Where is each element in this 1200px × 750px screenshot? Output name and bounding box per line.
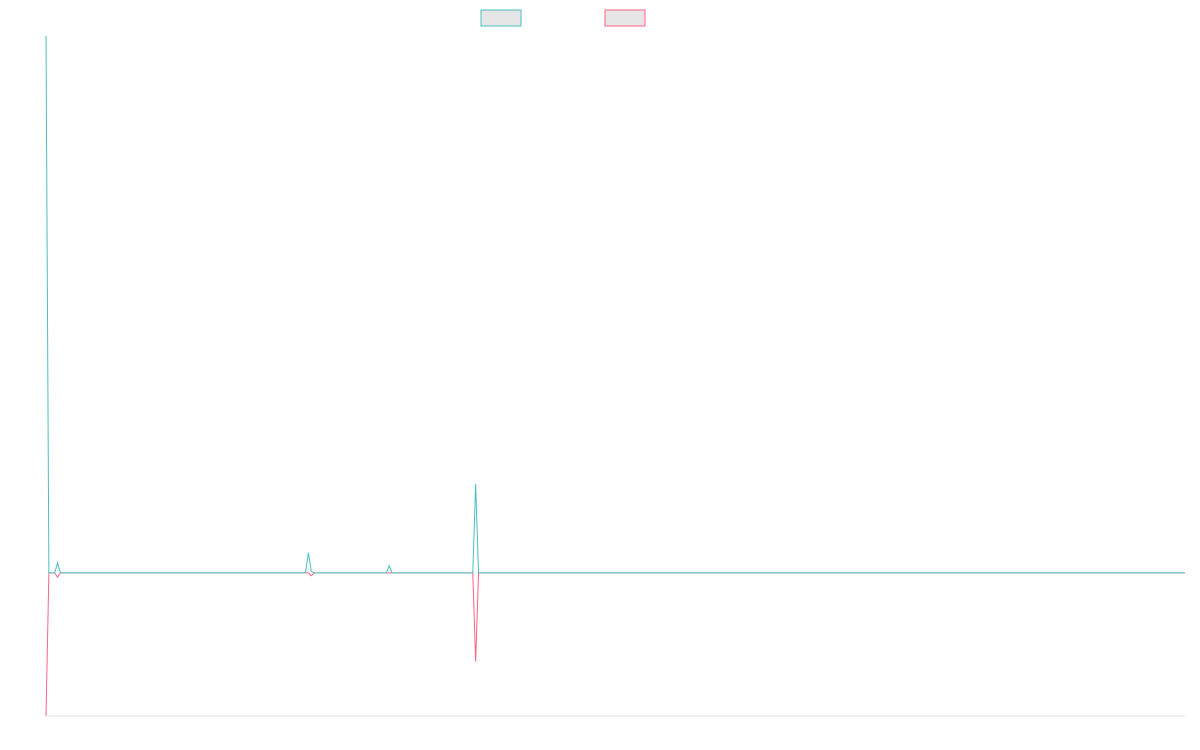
series-line-2[interactable] [45,572,1185,717]
plot-area [45,35,1185,717]
legend-swatch-series-2[interactable] [604,9,646,27]
series-line-1[interactable] [45,35,1185,574]
legend-swatch-series-1[interactable] [480,9,522,27]
legend [480,9,646,27]
